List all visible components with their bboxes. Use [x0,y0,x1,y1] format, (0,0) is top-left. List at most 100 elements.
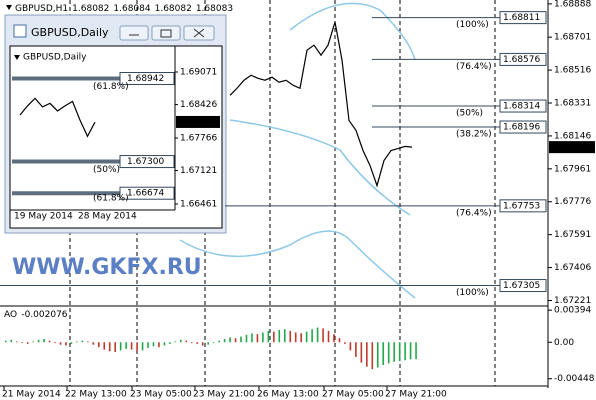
ao-bar [322,328,324,343]
minimize-button[interactable] [119,25,149,41]
ao-bar [278,330,281,343]
y-tick-label: 1.67961 [554,164,591,174]
ao-bar [338,338,341,343]
ao-bar [344,342,346,344]
maximize-button[interactable] [151,25,181,41]
ao-bar [311,329,313,343]
y-tick-label: 1.67121 [180,166,217,176]
y-tick-label: -0.00448 [554,374,595,384]
header-part: 1.68084 [113,4,150,14]
ao-bar [103,342,106,350]
x-tick-label: 21 May 2014 [2,390,61,400]
ao-bar [5,340,7,343]
header-part: -0.002076 [21,310,67,320]
ao-bar [207,342,209,345]
ao-bar [240,336,242,343]
level-price: 1.68811 [503,13,540,23]
y-tick-label: 0.00 [554,338,574,348]
ao-header: AO -0.002076 [4,310,68,320]
chart-menu-icon[interactable] [6,5,12,10]
ao-bar [289,330,292,343]
ao-bar [382,342,385,366]
ao-bar [32,341,34,343]
price-line [229,21,413,188]
y-tick-label: 1.67221 [554,296,591,306]
ao-bar [81,340,84,343]
y-tick-label: 1.68146 [554,131,591,141]
y-tick-label: 1.67406 [554,263,591,273]
level-price: 1.68942 [127,74,164,84]
chart-header: GBPUSD,H1 1.68082 1.68084 1.68082 1.68083 [15,4,233,14]
window-title: GBPUSD,Daily [31,26,109,39]
ao-bar [87,341,89,343]
y-tick-label: 1.68331 [554,99,591,109]
ao-bar [76,341,78,343]
ao-bar [333,334,335,343]
ao-bar [37,339,40,343]
current-price: 1.68083 [551,143,588,153]
inset-window: GBPUSD,Daily GBPUSD,Daily 1.69071 1.68426… [4,14,227,234]
level-price: 1.68314 [503,102,540,112]
ao-bar [15,341,18,343]
inset-menu-icon[interactable] [14,55,20,60]
header-part: 1.68082 [72,4,109,14]
level-pct: (50%) [93,165,120,175]
ao-bar [393,342,395,362]
inset-chart-name: GBPUSD,Daily [23,53,87,63]
ao-bar [114,342,116,353]
level-pct: (61.8%) [93,82,129,92]
ao-bar [196,342,199,344]
level-pct: (61.8%) [93,194,129,204]
y-tick-label: 1.66461 [180,199,217,209]
ao-bar [174,341,177,343]
level-pct: (76.4%) [456,62,492,72]
level-price-box [499,120,547,134]
level-price-box [499,199,547,213]
y-tick-label: 1.69071 [180,67,217,77]
ao-bar [54,342,56,344]
x-tick-label: 23 May 05:00 [130,390,192,400]
ao-bar [229,337,231,343]
ao-bar [163,342,166,346]
ao-bar [251,333,253,343]
current-price: 1.68083 [178,117,215,127]
ao-bar [355,342,357,357]
ao-bar [10,339,13,343]
ao-bar [327,330,330,343]
ao-bar [21,342,24,344]
level-pct: (50%) [456,109,483,119]
ao-bar [108,342,111,352]
ao-bar [371,342,374,370]
level-price-box [499,279,547,293]
ao-bar [267,330,270,343]
level-price: 1.67753 [503,201,540,211]
ao-bar [169,342,171,344]
x-tick-label: 19 May 2014 [14,212,73,222]
y-tick-label: 1.67776 [554,197,591,207]
ao-bar [366,342,368,367]
level-pct: (100%) [456,288,489,298]
x-tick-label: 23 May 21:00 [193,390,255,400]
ao-bar [136,342,138,352]
ao-bar [360,342,363,363]
header-part: 1.68083 [196,4,233,14]
ao-bar [212,342,215,344]
y-tick-label: 1.68516 [554,66,591,76]
ao-bar [349,342,352,351]
level-price-box [119,186,175,200]
bollinger-bands [179,2,416,299]
watermark: WWW.GKFX.RU [12,255,202,280]
level-price: 1.68196 [503,123,540,133]
level-price: 1.66674 [127,189,164,199]
ao-bar [70,342,73,344]
ao-bar [294,332,297,343]
ao-bar [256,334,259,343]
ao-bar [130,342,133,350]
current-price-box [549,141,595,154]
header-part: 1.68082 [155,4,192,14]
ao-bar [158,342,160,348]
level-price-box [499,99,547,113]
ao-bar [415,342,417,360]
ao-bar [262,332,264,343]
